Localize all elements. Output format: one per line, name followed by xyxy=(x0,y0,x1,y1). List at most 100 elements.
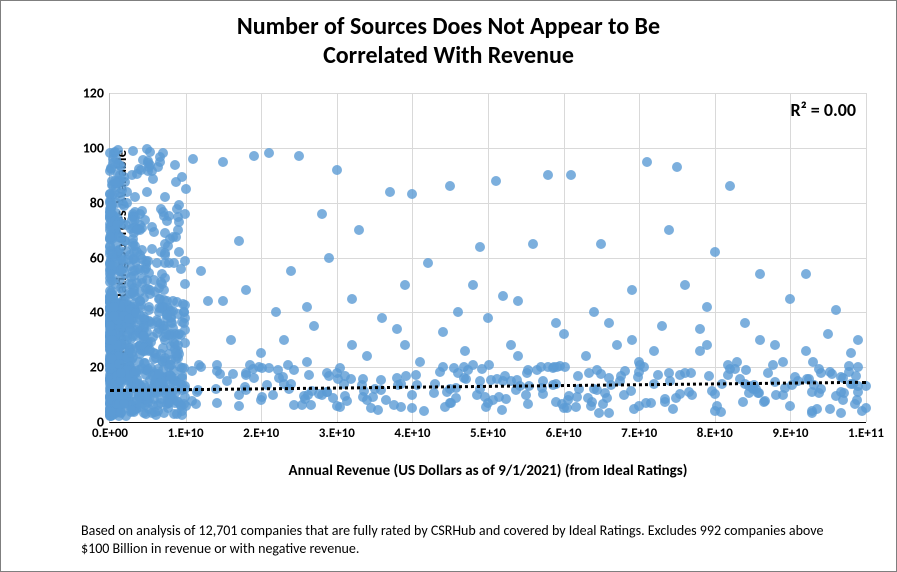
scatter-point xyxy=(324,253,334,263)
scatter-point xyxy=(702,340,712,350)
x-tick-label: 2.E+10 xyxy=(243,426,279,441)
scatter-point xyxy=(755,269,765,279)
scatter-point xyxy=(160,192,170,202)
scatter-point xyxy=(381,395,391,405)
scatter-point xyxy=(130,298,140,308)
scatter-point xyxy=(354,225,364,235)
r-squared-annotation: R² = 0.00 xyxy=(791,99,857,121)
scatter-point xyxy=(506,340,516,350)
scatter-point xyxy=(173,340,183,350)
scatter-point xyxy=(445,181,455,191)
scatter-point xyxy=(523,399,533,409)
chart-footnote: Based on analysis of 12,701 companies th… xyxy=(81,522,851,557)
scatter-point xyxy=(596,239,606,249)
scatter-point xyxy=(468,280,478,290)
scatter-point xyxy=(642,157,652,167)
scatter-point xyxy=(249,151,259,161)
scatter-point xyxy=(376,375,386,385)
scatter-point xyxy=(551,397,561,407)
scatter-point xyxy=(180,279,190,289)
scatter-point xyxy=(680,280,690,290)
scatter-point xyxy=(723,370,733,380)
scatter-point xyxy=(400,340,410,350)
scatter-point xyxy=(188,154,198,164)
scatter-point xyxy=(633,372,643,382)
y-tick-label: 100 xyxy=(83,139,104,156)
scatter-point xyxy=(218,296,228,306)
scatter-point xyxy=(704,371,714,381)
scatter-point xyxy=(279,335,289,345)
scatter-point xyxy=(740,318,750,328)
scatter-point xyxy=(587,397,597,407)
scatter-point xyxy=(538,389,548,399)
y-tick-label: 20 xyxy=(90,359,104,376)
scatter-point xyxy=(836,408,846,418)
scatter-point xyxy=(302,302,312,312)
scatter-point xyxy=(218,157,228,167)
scatter-point xyxy=(127,215,137,225)
scatter-point xyxy=(137,278,147,288)
scatter-point xyxy=(823,329,833,339)
scatter-point xyxy=(116,233,126,243)
scatter-point xyxy=(116,368,126,378)
scatter-point xyxy=(571,402,581,412)
scatter-point xyxy=(139,312,149,322)
scatter-point xyxy=(686,368,696,378)
scatter-point xyxy=(180,256,190,266)
gridline-vertical xyxy=(488,93,489,422)
scatter-point xyxy=(317,209,327,219)
scatter-point xyxy=(112,220,122,230)
scatter-point xyxy=(710,389,720,399)
scatter-point xyxy=(164,258,174,268)
scatter-point xyxy=(368,392,378,402)
scatter-point xyxy=(415,357,425,367)
scatter-point xyxy=(106,407,116,417)
scatter-point xyxy=(768,360,778,370)
scatter-point xyxy=(166,371,176,381)
scatter-point xyxy=(179,363,189,373)
scatter-point xyxy=(785,401,795,411)
scatter-point xyxy=(653,370,663,380)
scatter-point xyxy=(581,351,591,361)
scatter-point xyxy=(785,294,795,304)
scatter-point xyxy=(400,280,410,290)
scatter-point xyxy=(649,346,659,356)
scatter-point xyxy=(668,404,678,414)
scatter-point xyxy=(170,160,180,170)
scatter-point xyxy=(401,371,411,381)
scatter-point xyxy=(483,313,493,323)
scatter-point xyxy=(475,242,485,252)
scatter-point xyxy=(551,318,561,328)
scatter-point xyxy=(302,357,312,367)
scatter-point xyxy=(392,324,402,334)
scatter-point xyxy=(429,388,439,398)
scatter-point xyxy=(407,390,417,400)
scatter-point xyxy=(174,247,184,257)
scatter-point xyxy=(241,285,251,295)
x-tick-label: 5.E+10 xyxy=(470,426,506,441)
gridline-vertical xyxy=(866,93,867,422)
scatter-point xyxy=(602,393,612,403)
scatter-point xyxy=(347,340,357,350)
scatter-point xyxy=(627,285,637,295)
scatter-point xyxy=(181,184,191,194)
scatter-point xyxy=(385,187,395,197)
scatter-point xyxy=(234,236,244,246)
scatter-point xyxy=(801,346,811,356)
scatter-point xyxy=(759,397,769,407)
scatter-point xyxy=(481,402,491,412)
scatter-point xyxy=(268,390,278,400)
chart-title-line1: Number of Sources Does Not Appear to Be xyxy=(237,12,660,41)
y-tick-label: 120 xyxy=(83,85,104,102)
scatter-point xyxy=(148,174,158,184)
scatter-point xyxy=(132,395,142,405)
y-tick-label: 80 xyxy=(90,194,104,211)
scatter-point xyxy=(778,357,788,367)
scatter-point xyxy=(180,209,190,219)
x-tick-label: 8.E+10 xyxy=(697,426,733,441)
scatter-point xyxy=(108,158,118,168)
scatter-point xyxy=(573,371,583,381)
scatter-point xyxy=(112,198,122,208)
scatter-point xyxy=(191,399,201,409)
scatter-point xyxy=(257,392,267,402)
